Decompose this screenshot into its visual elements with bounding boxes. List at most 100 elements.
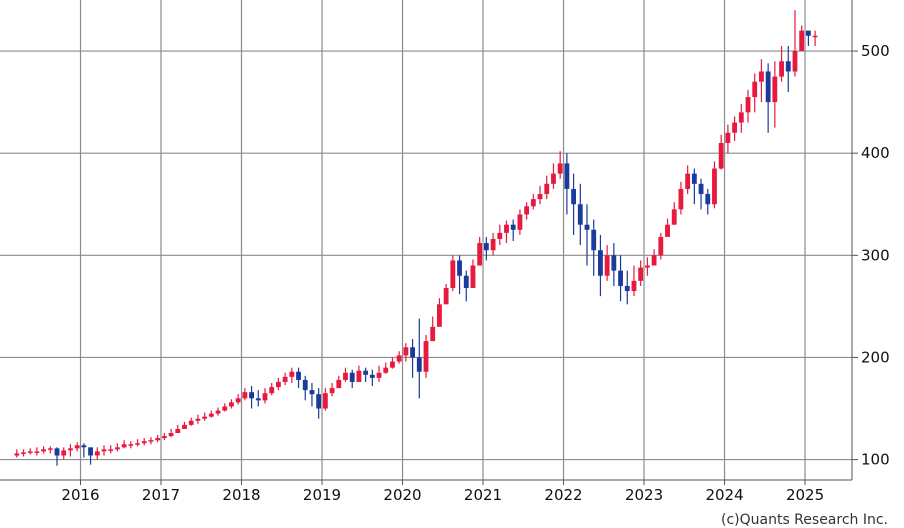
candle-body <box>665 224 670 237</box>
candle-body <box>557 163 563 174</box>
candle-body <box>195 418 201 421</box>
candle-body <box>490 238 496 251</box>
candle-body <box>638 267 644 281</box>
candle-body <box>772 76 778 103</box>
candle-body <box>356 370 362 382</box>
candle-body <box>738 112 744 123</box>
candle-body <box>537 194 543 200</box>
chart-frame <box>0 0 858 485</box>
candle-body <box>383 367 389 373</box>
candle-body <box>94 451 100 456</box>
candle-body <box>785 61 791 72</box>
candle-body <box>430 326 436 342</box>
candle-body <box>141 441 147 444</box>
candle-body <box>470 265 476 288</box>
candle-body <box>369 374 375 378</box>
candle-body <box>644 265 650 268</box>
candle-body <box>61 450 67 456</box>
candle-body <box>564 163 570 189</box>
candle-body <box>671 209 677 225</box>
x-tick-label: 2025 <box>786 486 824 504</box>
candle-body <box>544 183 550 195</box>
candle-body <box>403 347 409 356</box>
candle-body <box>376 372 382 378</box>
candle-body <box>175 428 181 434</box>
candle-body <box>222 406 228 411</box>
candle-body <box>316 394 322 409</box>
candle-body <box>235 398 241 403</box>
y-tick-label: 500 <box>861 42 890 60</box>
x-tick-label: 2021 <box>464 486 502 504</box>
candle-body <box>504 224 509 233</box>
candle-body <box>242 392 248 399</box>
candle-body <box>732 122 738 133</box>
candle-body <box>343 372 348 380</box>
candle-body <box>148 440 154 442</box>
candle-body <box>161 436 167 439</box>
candle-body <box>678 188 684 210</box>
candle-body <box>108 449 114 451</box>
candle-body <box>302 379 308 391</box>
candle-body <box>336 379 342 389</box>
candle-body <box>792 51 798 72</box>
candle-body <box>631 280 637 292</box>
candle-body <box>208 413 214 417</box>
candle-body <box>604 255 610 276</box>
candle-body <box>410 347 415 358</box>
candle-body <box>651 255 657 266</box>
candle-body <box>765 71 771 103</box>
x-axis-labels: 2016 2017 2018 2019 2020 2021 2022 2023 2024 2025 <box>61 486 824 504</box>
candle-body <box>363 370 369 375</box>
candle-body <box>698 183 704 195</box>
candle-body <box>577 204 583 225</box>
candle-body <box>262 393 268 401</box>
candle-body <box>309 390 315 395</box>
candle-body <box>275 381 281 388</box>
candle-body <box>591 229 597 251</box>
candle-body <box>530 199 536 207</box>
candle-body <box>21 452 26 454</box>
candle-body <box>14 453 20 456</box>
candle-body <box>329 388 335 394</box>
candle-body <box>725 132 731 143</box>
candle-body <box>598 250 603 276</box>
x-tick-label: 2020 <box>383 486 421 504</box>
candle-body <box>705 194 711 205</box>
chart-credit: (c)Quants Research Inc. <box>721 512 888 528</box>
candle-body <box>611 255 617 271</box>
x-tick-label: 2018 <box>222 486 260 504</box>
candle-body <box>168 433 174 437</box>
candle-body <box>624 285 630 292</box>
chart-candles <box>14 10 818 466</box>
y-tick-label: 400 <box>861 144 890 162</box>
candle-body <box>477 243 483 266</box>
candle-body <box>135 443 140 445</box>
candle-body <box>571 188 577 205</box>
candle-body <box>423 341 429 372</box>
candle-body <box>510 224 516 230</box>
candle-body <box>805 30 811 36</box>
candle-body <box>450 260 456 288</box>
x-tick-label: 2016 <box>61 486 99 504</box>
candle-body <box>255 398 261 401</box>
candle-body <box>799 30 805 52</box>
candle-body <box>47 448 53 450</box>
candle-body <box>215 410 221 414</box>
y-tick-label: 200 <box>861 348 890 366</box>
candle-body <box>296 371 301 380</box>
candle-body <box>128 444 134 446</box>
x-tick-label: 2017 <box>142 486 180 504</box>
y-tick-label: 100 <box>861 451 890 469</box>
candle-body <box>282 376 288 382</box>
candle-body <box>712 168 717 205</box>
candle-body <box>437 304 442 327</box>
candle-body <box>121 444 127 448</box>
candle-body <box>182 424 187 429</box>
candle-body <box>249 392 254 399</box>
candle-body <box>188 420 194 425</box>
y-tick-label: 300 <box>861 246 890 264</box>
candle-body <box>202 416 208 419</box>
candle-body <box>718 142 724 169</box>
y-axis-labels: 100 200 300 400 500 <box>861 42 890 469</box>
candle-body <box>463 275 469 288</box>
